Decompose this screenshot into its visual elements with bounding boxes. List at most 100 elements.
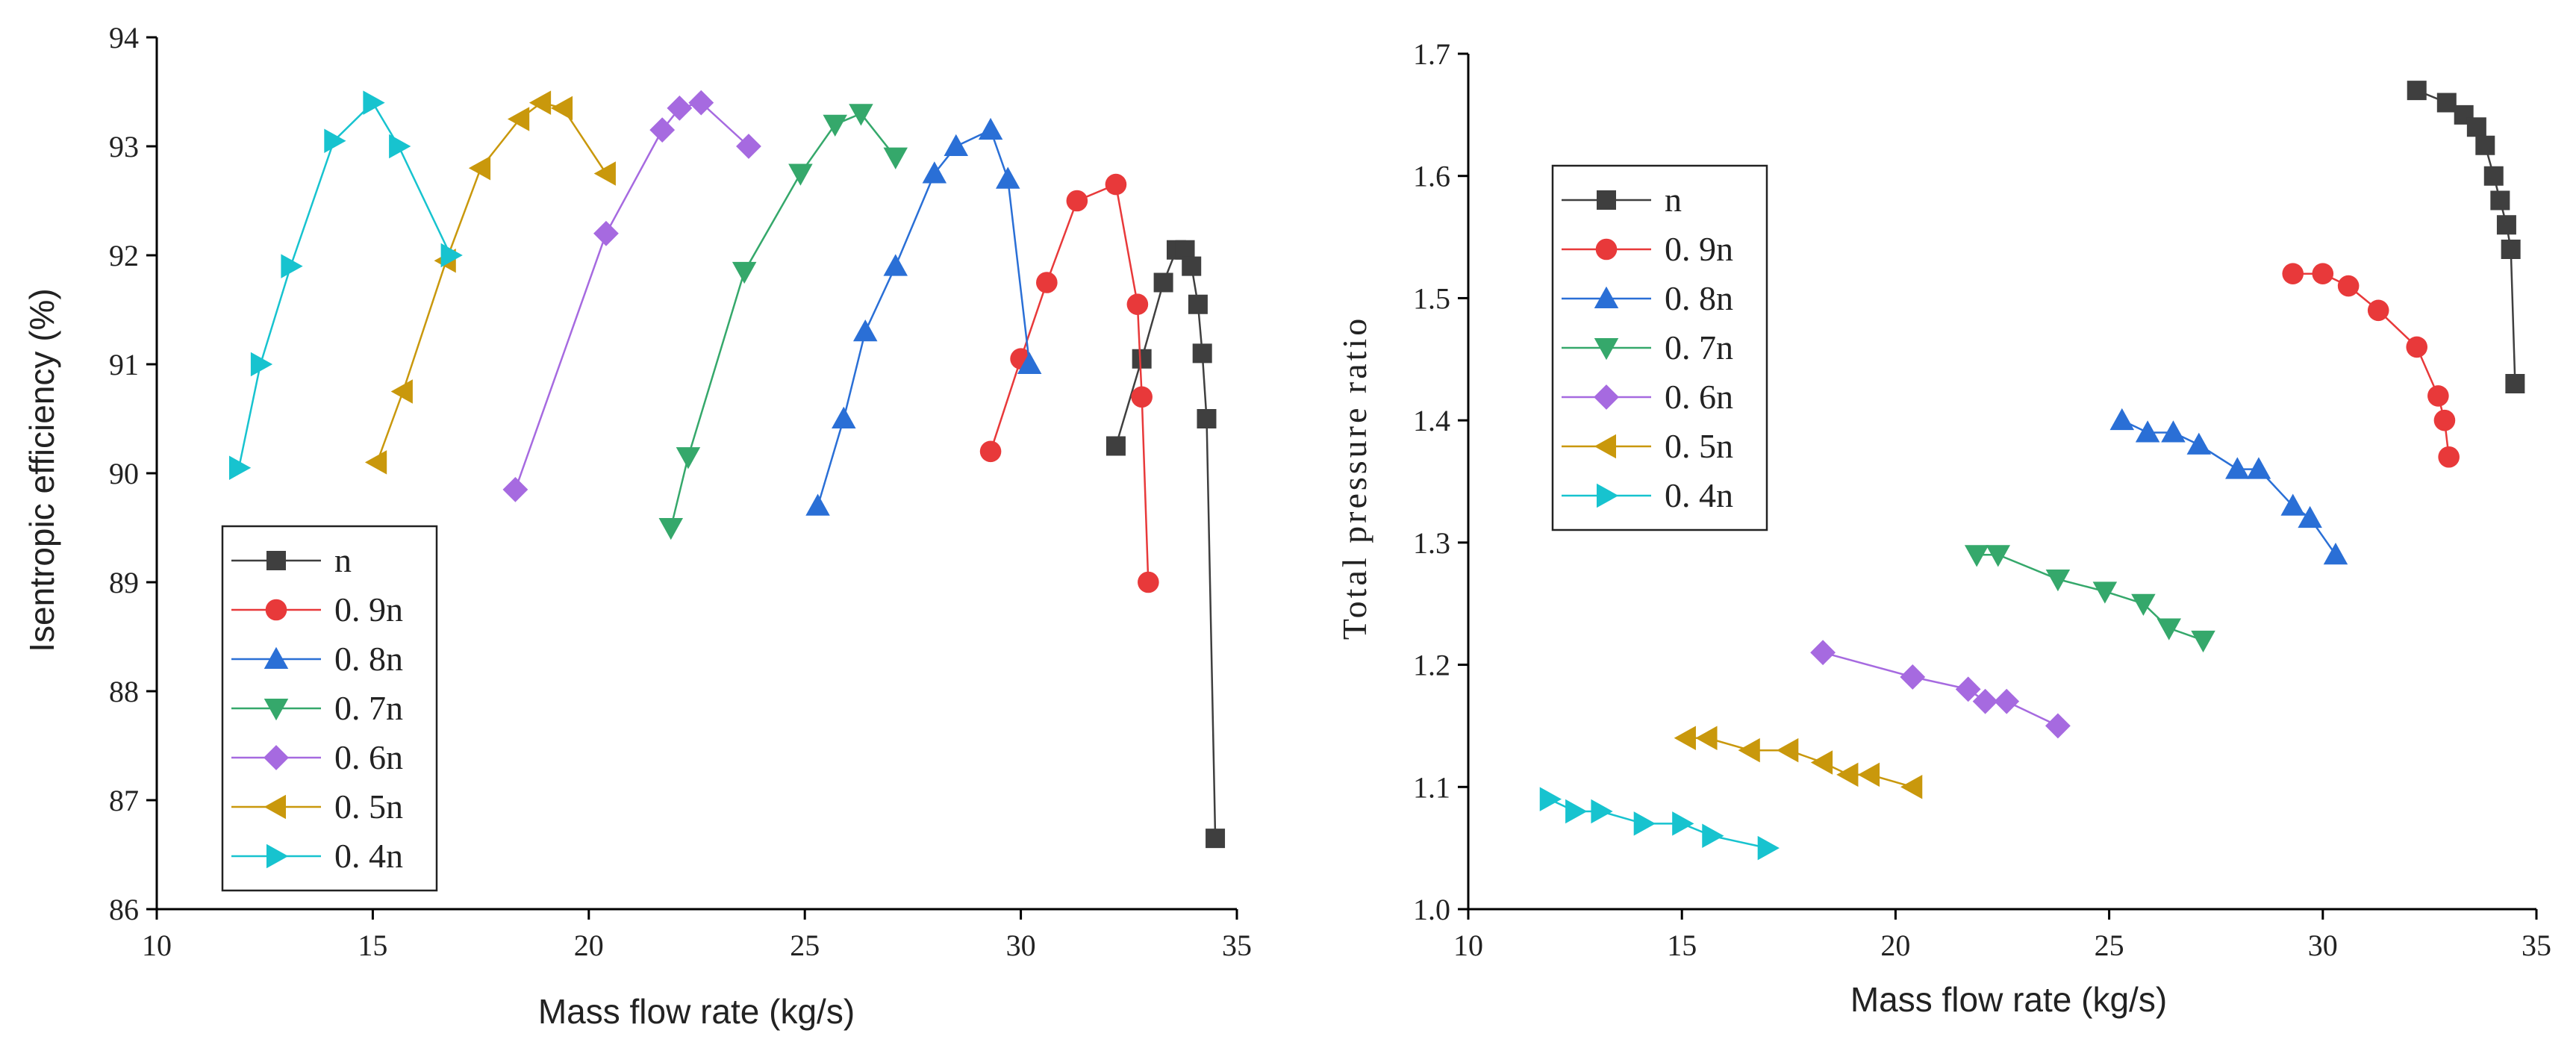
left-series-0-point: [1188, 294, 1208, 314]
left-series-1-point: [1105, 173, 1127, 196]
right-legend-label: 0. 9n: [1665, 230, 1733, 268]
left-series-3-point: [823, 114, 847, 137]
left-x-axis-title: Mass flow rate (kg/s): [538, 992, 855, 1031]
right-legend-marker: [1594, 286, 1619, 308]
left-legend: n 0. 9n 0. 8n 0. 7n 0. 6n 0. 5n 0. 4n: [221, 525, 438, 892]
right-series-1-point: [2433, 409, 2456, 431]
left-series-0-point: [1132, 349, 1152, 369]
left-series-0-point: [1153, 272, 1173, 293]
left-series-6-point: [389, 134, 411, 159]
left-y-tick-label: 94: [109, 21, 139, 54]
right-series-0-point: [2505, 374, 2525, 394]
left-legend-marker: [263, 745, 289, 770]
left-series-6-point: [228, 455, 252, 480]
right-series-line-1: [2292, 272, 2450, 458]
left-y-tick-label: 88: [109, 675, 139, 708]
left-legend-marker: [263, 646, 289, 669]
left-legend-label: 0. 4n: [334, 837, 403, 875]
right-legend-label: 0. 5n: [1665, 427, 1733, 465]
right-series-3-point: [2092, 581, 2118, 604]
left-legend-marker: [266, 843, 289, 869]
right-x-tick-label: 15: [1667, 929, 1697, 962]
left-series-5-point: [528, 90, 552, 115]
right-series-5-point: [1695, 726, 1718, 751]
left-legend-marker: [265, 599, 287, 621]
left-series-5-point: [550, 96, 573, 121]
right-y-tick-label: 1.3: [1413, 526, 1450, 560]
right-series-2-point: [2323, 542, 2348, 565]
right-legend-marker: [1594, 338, 1619, 361]
left-x-tick-label: 15: [358, 929, 387, 962]
left-series-3-point: [883, 147, 908, 169]
left-series-4-point: [736, 134, 761, 159]
right-series-4-point: [1955, 676, 1981, 702]
right-series-6-point: [1757, 835, 1780, 861]
right-series-3-point: [2045, 569, 2071, 592]
left-series-6-point: [324, 128, 346, 153]
right-series-6-point: [1591, 799, 1613, 824]
right-series-3-point: [2191, 630, 2215, 653]
right-series-0-point: [2407, 81, 2427, 101]
right-legend-marker: [1594, 384, 1619, 410]
right-series-0-point: [2496, 215, 2516, 235]
left-legend-label: 0. 7n: [334, 689, 403, 727]
right-series-1-point: [2337, 275, 2360, 297]
right-series-1-point: [2406, 336, 2428, 358]
right-series-1-point: [2427, 385, 2449, 407]
left-series-5-point: [364, 450, 387, 475]
left-y-tick-label: 91: [109, 348, 139, 381]
left-series-4-point: [502, 477, 528, 502]
right-series-0-point: [2475, 135, 2495, 155]
right-series-line-4: [1822, 651, 2059, 727]
right-series-6-point: [1565, 799, 1588, 824]
left-series-2-point: [852, 319, 878, 342]
left-x-tick-label: 10: [142, 929, 172, 962]
left-series-5-point: [507, 107, 530, 131]
left-series-0-point: [1182, 256, 1202, 276]
left-series-1-point: [1036, 272, 1058, 293]
left-series-1-point: [1131, 386, 1153, 408]
right-legend-marker: [1595, 238, 1618, 261]
right-series-0-point: [2466, 117, 2486, 137]
left-y-axis-title: Isentropic efficiency (%): [22, 288, 61, 652]
left-series-2-point: [883, 254, 908, 276]
right-x-tick-label: 20: [1880, 929, 1910, 962]
left-series-3-point: [849, 104, 873, 126]
left-series-2-point: [805, 493, 830, 516]
right-y-tick-label: 1.0: [1413, 893, 1450, 926]
left-series-line-4: [514, 102, 749, 490]
right-y-tick-label: 1.7: [1413, 37, 1450, 71]
right-x-tick-label: 35: [2522, 929, 2551, 962]
right-series-5-point: [1900, 775, 1923, 799]
left-series-3-point: [658, 518, 684, 540]
right-x-tick-label: 25: [2095, 929, 2124, 962]
right-series-1-point: [2367, 299, 2389, 322]
right-series-4-point: [1810, 640, 1836, 666]
right-series-5-point: [1738, 737, 1760, 763]
left-series-5-point: [390, 379, 413, 404]
left-series-0-point: [1206, 829, 1226, 849]
right-series-4-point: [1972, 688, 1998, 714]
left-series-4-point: [593, 220, 619, 246]
left-series-line-0: [1114, 249, 1217, 839]
left-y-tick-label: 93: [109, 130, 139, 163]
left-series-0-point: [1197, 409, 1217, 428]
left-series-2-point: [995, 166, 1020, 189]
left-series-line-1: [989, 183, 1150, 583]
left-x-tick-label: 30: [1006, 929, 1036, 962]
right-legend: n 0. 9n 0. 8n 0. 7n 0. 6n 0. 5n 0. 4n: [1551, 164, 1768, 531]
left-series-1-point: [1066, 190, 1088, 212]
right-y-tick-label: 1.5: [1413, 281, 1450, 315]
right-series-5-point: [1777, 737, 1799, 763]
left-x-tick-label: 35: [1222, 929, 1252, 962]
right-legend-marker: [1597, 483, 1619, 508]
left-legend-label: 0. 8n: [334, 640, 403, 678]
right-x-axis-title: Mass flow rate (kg/s): [1850, 980, 2167, 1019]
left-legend-label: 0. 5n: [334, 787, 403, 826]
right-series-5-point: [1810, 750, 1833, 775]
right-x-tick-label: 30: [2308, 929, 2338, 962]
right-series-2-point: [2135, 420, 2160, 443]
right-series-4-point: [1994, 688, 2020, 714]
right-series-6-point: [1672, 811, 1694, 836]
